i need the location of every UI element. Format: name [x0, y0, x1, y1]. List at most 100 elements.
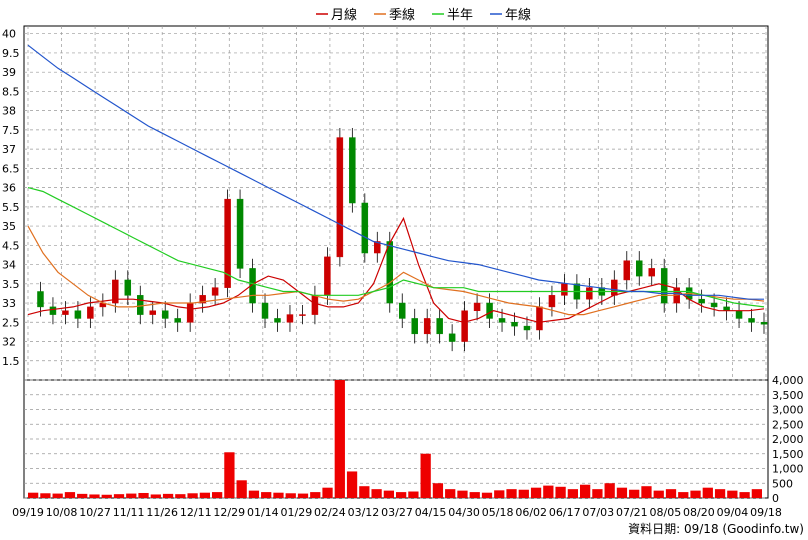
candle-body-4: [74, 310, 82, 319]
x-tick-7: 01/14: [247, 506, 279, 519]
candle-body-24: [324, 256, 331, 296]
volume-bar-38: [494, 490, 505, 498]
volume-bar-45: [580, 484, 591, 498]
volume-bar-57: [727, 490, 738, 498]
x-tick-14: 05/18: [482, 506, 514, 519]
x-tick-5: 12/11: [180, 506, 212, 519]
volume-bar-31: [408, 491, 419, 498]
candle-body-8: [124, 279, 132, 296]
price-tick-9: 5.5: [2, 201, 20, 214]
volume-tick-7: 500: [772, 477, 793, 490]
volume-bar-6: [101, 494, 112, 498]
volume-bar-9: [138, 492, 149, 498]
volume-bar-21: [285, 493, 296, 498]
x-tick-4: 11/26: [146, 506, 178, 519]
volume-bar-54: [690, 490, 701, 498]
volume-bar-47: [604, 483, 615, 498]
volume-bar-29: [383, 490, 394, 498]
price-tick-17: 1.5: [2, 355, 20, 368]
volume-bar-20: [273, 492, 284, 498]
volume-tick-6: 1,000: [772, 463, 804, 476]
volume-tick-1: 3,500: [772, 389, 804, 402]
candle-body-31: [411, 318, 418, 335]
volume-tick-8: 0: [772, 492, 779, 505]
candle-body-36: [473, 302, 481, 311]
volume-bar-22: [297, 493, 309, 498]
x-tick-22: 09/18: [750, 506, 782, 519]
x-tick-16: 06/17: [549, 506, 581, 519]
volume-bar-27: [359, 486, 370, 498]
candle-body-13: [186, 302, 194, 323]
candle-body-57: [735, 310, 743, 319]
candle-body-50: [648, 268, 655, 277]
volume-bar-19: [261, 492, 272, 498]
price-axis: 40 9.5 39 8.5 38 7.5 37 6.5 36 5.5 35 4.5 34 3.5 33 2.5…: [2, 28, 20, 368]
candle-body-21: [286, 314, 294, 323]
x-tick-18: 07/21: [616, 506, 648, 519]
price-tick-4: 38: [2, 105, 16, 118]
ma-line-1: [27, 225, 765, 316]
volume-bar-53: [678, 492, 689, 498]
volume-bar-58: [739, 492, 750, 498]
volume-tick-3: 2,500: [772, 418, 804, 431]
volume-bar-55: [702, 487, 713, 498]
volume-bar-37: [481, 492, 493, 498]
price-tick-16: 32: [2, 336, 16, 349]
volume-bar-35: [457, 490, 468, 498]
candle-body-5: [87, 306, 94, 319]
candle-body-12: [174, 318, 181, 323]
volume-grid: [24, 379, 768, 499]
x-tick-10: 03/12: [348, 506, 380, 519]
volume-bar-39: [506, 489, 517, 498]
volume-bar-4: [77, 493, 88, 498]
candle-body-22: [299, 314, 306, 316]
volume-bar-26: [346, 471, 358, 498]
volume-bar-52: [665, 489, 677, 498]
price-tick-15: 2.5: [2, 316, 20, 329]
candle-body-43: [561, 283, 568, 296]
volume-tick-2: 3,000: [772, 404, 804, 417]
volume-bar-56: [714, 489, 726, 498]
candle-body-30: [398, 302, 406, 319]
x-tick-11: 03/27: [381, 506, 413, 519]
price-tick-5: 7.5: [2, 124, 20, 137]
candle-body-14: [199, 295, 206, 304]
volume-bar-7: [113, 494, 125, 498]
volume-bar-41: [530, 487, 542, 498]
volume-bar-5: [89, 494, 100, 498]
price-grid: [24, 26, 768, 498]
x-tick-12: 04/15: [415, 506, 447, 519]
volume-bar-15: [212, 492, 223, 498]
candle-body-9: [137, 295, 144, 315]
volume-bar-3: [64, 492, 76, 498]
candle-body-45: [586, 287, 593, 300]
candle-body-29: [386, 241, 394, 304]
candle-body-1: [37, 291, 44, 308]
candle-body-37: [486, 302, 493, 319]
candle-body-20: [274, 318, 281, 323]
candle-body-27: [361, 202, 369, 254]
volume-bar-25: [334, 380, 345, 498]
volume-bar-32: [420, 453, 431, 498]
candle-body-28: [374, 241, 381, 254]
price-tick-14: 33: [2, 297, 16, 310]
volume-bar-30: [396, 492, 407, 498]
volume-bar-33: [432, 483, 444, 498]
price-tick-11: 4.5: [2, 239, 20, 252]
volume-bar-14: [199, 492, 210, 498]
moving-averages: [27, 44, 765, 323]
volume-bar-13: [187, 493, 198, 498]
candle-body-35: [461, 310, 468, 342]
volume-bar-48: [616, 487, 628, 498]
volume-bar-34: [445, 489, 456, 498]
x-axis: 09/19 10/08 10/27 11/11 11/26 12/11 12/29 01/14…: [12, 506, 782, 519]
volume-bar-17: [236, 480, 247, 498]
candle-body-48: [623, 260, 631, 281]
candle-body-3: [62, 310, 69, 315]
candle-body-58: [748, 318, 755, 323]
x-tick-3: 11/11: [113, 506, 145, 519]
price-tick-12: 34: [2, 259, 16, 272]
candle-body-54: [698, 298, 705, 304]
price-tick-7: 6.5: [2, 162, 20, 175]
